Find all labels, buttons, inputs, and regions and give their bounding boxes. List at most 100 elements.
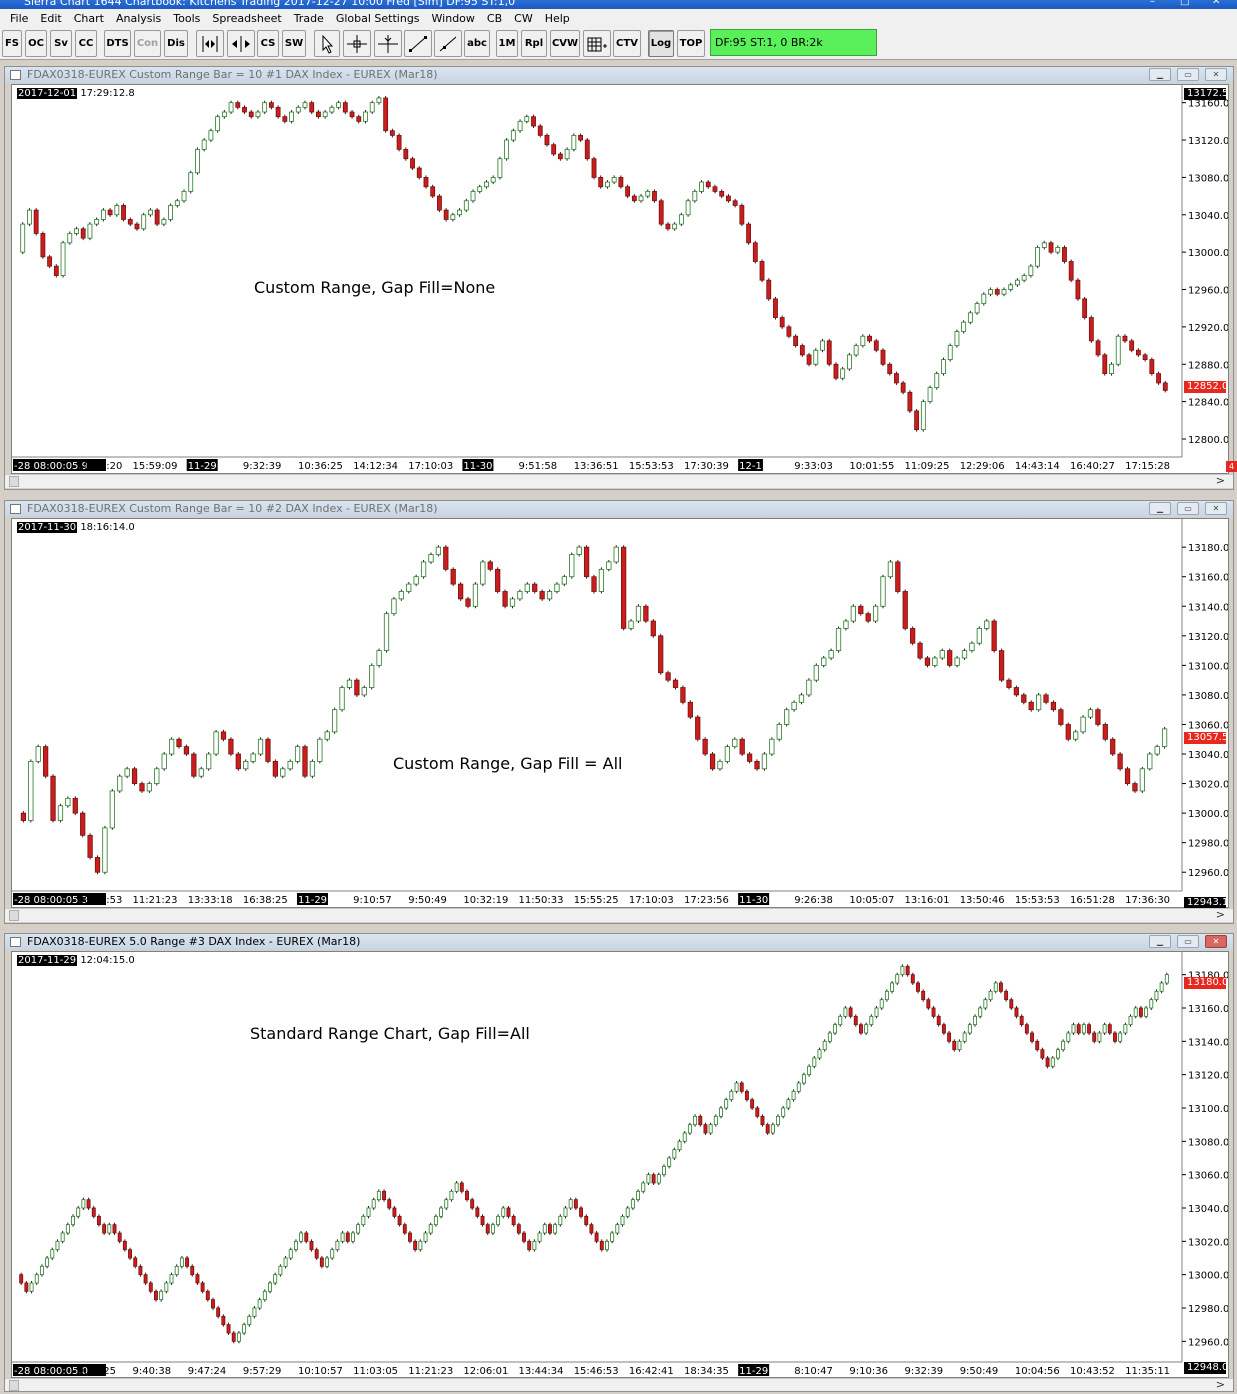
price-tick-label: 13040.0 <box>1188 211 1228 222</box>
cc-button[interactable]: CC <box>75 30 97 57</box>
top-button[interactable]: TOP <box>677 30 705 57</box>
sv-button[interactable]: Sv <box>50 30 72 57</box>
down-candle <box>511 1215 516 1226</box>
maximize-button[interactable]: □ <box>1180 0 1190 7</box>
menu-edit[interactable]: Edit <box>40 12 62 25</box>
minimize-chart-button[interactable]: ▁ <box>1149 502 1171 515</box>
restore-chart-button[interactable]: ▭ <box>1177 935 1199 948</box>
chart-window-2[interactable]: FDAX0318-EUREX Custom Range Bar = 10 #2 … <box>4 500 1234 924</box>
down-candle <box>752 242 758 262</box>
close-chart-button[interactable]: ✕ <box>1205 502 1227 515</box>
horizontal-scrollbar[interactable]: > <box>5 474 1233 488</box>
up-candle <box>685 200 691 216</box>
menu-spreadsheet[interactable]: Spreadsheet <box>212 12 282 25</box>
up-candle <box>50 1249 55 1259</box>
menu-tools[interactable]: Tools <box>173 12 201 25</box>
up-candle <box>420 561 427 578</box>
date-marker <box>738 1364 770 1376</box>
menu-trade[interactable]: Trade <box>293 12 324 25</box>
chart-window-3[interactable]: FDAX0318-EUREX 5.0 Range #3 DAX Index - … <box>4 933 1234 1392</box>
up-candle <box>289 111 294 122</box>
minimize-chart-button[interactable]: ▁ <box>1149 935 1171 948</box>
menu-analysis[interactable]: Analysis <box>115 12 162 25</box>
scroll-thumb[interactable] <box>9 476 19 487</box>
restore-chart-button[interactable]: ▭ <box>1177 502 1199 515</box>
scroll-right-icon[interactable]: > <box>1215 474 1225 487</box>
up-candle <box>159 1290 164 1301</box>
chart-window-1[interactable]: FDAX0318-EUREX Custom Range Bar = 10 #1 … <box>4 66 1237 490</box>
up-candle <box>383 613 390 651</box>
scroll-thumb[interactable] <box>9 910 19 921</box>
up-candle <box>1015 279 1020 286</box>
fs-button[interactable]: FS <box>2 30 22 57</box>
close-chart-button[interactable]: ✕ <box>1205 68 1227 81</box>
down-candle <box>495 568 501 592</box>
up-candle <box>954 331 960 346</box>
time-tick-label: 17:10:03 <box>629 895 674 906</box>
menu-chart[interactable]: Chart <box>73 12 104 25</box>
oc-button[interactable]: OC <box>25 30 47 57</box>
horizontal-scrollbar[interactable]: > <box>5 908 1233 922</box>
menu-cw[interactable]: CW <box>514 12 533 25</box>
sw-button[interactable]: SW <box>282 30 306 57</box>
chart-plot-area[interactable]: 13180.0 13160.0 13140.0 13120.0 13100.0 13080… <box>11 518 1229 909</box>
up-candle <box>330 1249 335 1259</box>
con-button[interactable]: Con <box>134 30 161 57</box>
cursor-cross-icon[interactable] <box>374 30 402 57</box>
scroll-right-icon[interactable]: > <box>1215 1378 1225 1391</box>
up-candle <box>262 102 268 113</box>
1m-button[interactable]: 1M <box>496 30 518 57</box>
up-candle <box>28 761 34 821</box>
down-candle <box>947 1032 952 1042</box>
log-button[interactable]: Log <box>648 30 674 57</box>
menu-help[interactable]: Help <box>544 12 570 25</box>
minimize-chart-button[interactable]: ▁ <box>1149 68 1171 81</box>
up-candle <box>477 186 483 192</box>
dis-button[interactable]: Dis <box>164 30 188 57</box>
minimize-button[interactable]: – <box>1150 0 1155 7</box>
up-candle <box>1109 363 1114 374</box>
chart-title: FDAX0318-EUREX Custom Range Bar = 10 #2 … <box>27 502 438 515</box>
text-tool-button[interactable]: abc <box>464 30 490 57</box>
price-graph[interactable]: 13180.0 13160.0 13140.0 13120.0 13100.0 13080… <box>12 519 1228 907</box>
menu-cb[interactable]: CB <box>486 12 503 25</box>
down-candle <box>695 716 701 740</box>
down-candle <box>631 195 637 202</box>
scroll-thumb[interactable] <box>9 1380 19 1391</box>
up-candle <box>60 242 66 276</box>
price-tick-label: 12800.0 <box>1188 435 1228 446</box>
line-tool-icon[interactable] <box>404 30 432 57</box>
pointer-icon[interactable] <box>314 30 340 57</box>
menu-window[interactable]: Window <box>431 12 475 25</box>
ctv-button[interactable]: CTV <box>613 30 641 57</box>
scroll-right-icon[interactable]: > <box>1215 908 1225 921</box>
zoom-in-icon[interactable] <box>196 30 224 57</box>
up-candle <box>615 1224 620 1234</box>
price-graph[interactable]: 13180.0 13160.0 13140.0 13120.0 13100.0 13080… <box>12 952 1228 1377</box>
crosshair-icon[interactable] <box>343 30 371 57</box>
time-tick-label: 9:51:58 <box>519 461 558 472</box>
chart-window-header: FDAX0318-EUREX Custom Range Bar = 10 #1 … <box>5 67 1233 83</box>
chart-plot-area[interactable]: 13160.0 13120.0 13080.0 13040.0 13000.0 12960… <box>11 84 1237 474</box>
chart-plot-area[interactable]: 13180.0 13160.0 13140.0 13120.0 13100.0 13080… <box>11 951 1229 1378</box>
replay-button[interactable]: Rpl <box>521 30 547 57</box>
cs-button[interactable]: CS <box>257 30 279 57</box>
zoom-out-icon[interactable] <box>227 30 255 57</box>
dts-button[interactable]: DTS <box>104 30 131 57</box>
grid-icon[interactable] <box>583 30 611 57</box>
restore-chart-button[interactable]: ▭ <box>1177 68 1199 81</box>
time-tick-label: 9:32:39 <box>905 1366 944 1377</box>
ray-tool-icon[interactable] <box>434 30 462 57</box>
close-chart-button[interactable]: ✕ <box>1205 935 1227 948</box>
price-graph[interactable]: 13160.0 13120.0 13080.0 13040.0 13000.0 12960… <box>12 85 1228 473</box>
up-candle <box>1154 990 1159 1001</box>
time-tick-label: 11:09:25 <box>905 461 950 472</box>
cvw-button[interactable]: CVW <box>550 30 580 57</box>
up-candle <box>361 687 367 696</box>
up-candle <box>181 191 187 202</box>
menu-global-settings[interactable]: Global Settings <box>335 12 420 25</box>
close-button[interactable]: ✕ <box>1212 0 1221 7</box>
menu-file[interactable]: File <box>10 12 29 25</box>
horizontal-scrollbar[interactable]: > <box>5 1378 1233 1391</box>
down-candle <box>1107 1024 1112 1034</box>
